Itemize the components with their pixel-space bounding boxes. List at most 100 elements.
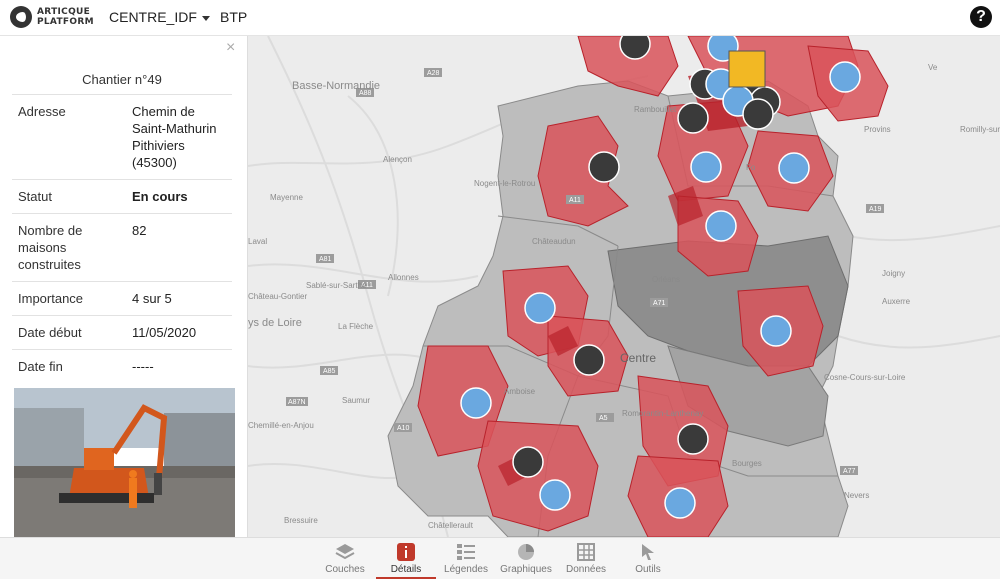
tab-label: Données — [565, 564, 607, 575]
svg-text:A19: A19 — [869, 206, 882, 213]
help-button[interactable]: ? — [970, 6, 992, 28]
site-marker-termine[interactable] — [619, 36, 651, 60]
svg-text:A88: A88 — [359, 90, 372, 97]
region-dropdown[interactable]: CENTRE_IDF — [109, 0, 210, 36]
detail-label: Statut — [12, 179, 126, 214]
site-marker-termine[interactable] — [512, 446, 544, 478]
svg-text:A11: A11 — [361, 282, 373, 289]
svg-text:A71: A71 — [653, 300, 666, 307]
detail-row-date-fin: Date fin ----- — [12, 349, 232, 383]
logo-line1: ARTICQUE — [37, 7, 91, 17]
tab-couches[interactable]: Couches — [315, 542, 375, 575]
caret-down-icon — [201, 15, 210, 21]
detail-label: Date début — [12, 315, 126, 350]
svg-text:Laval: Laval — [248, 237, 267, 246]
svg-text:Amboise: Amboise — [504, 387, 536, 396]
svg-text:Fo: Fo — [746, 163, 756, 172]
svg-text:Ve: Ve — [928, 63, 938, 72]
site-marker-en-cours[interactable] — [524, 292, 556, 324]
svg-text:Alençon: Alençon — [383, 155, 412, 164]
svg-text:Châteaudun: Châteaudun — [532, 237, 576, 246]
site-marker-en-cours[interactable] — [760, 315, 792, 347]
tab-label: Graphiques — [500, 564, 552, 575]
info-icon — [376, 542, 436, 562]
svg-text:Romilly-sur-Seine: Romilly-sur-Seine — [960, 125, 1000, 134]
detail-value: 11/05/2020 — [126, 315, 232, 350]
svg-text:A11: A11 — [569, 197, 581, 204]
site-marker-termine[interactable] — [573, 344, 605, 376]
detail-label: Nombre de maisons construites — [12, 213, 126, 282]
svg-text:Saumur: Saumur — [342, 396, 370, 405]
pie-chart-icon — [496, 542, 556, 562]
detail-row-importance: Importance 4 sur 5 — [12, 281, 232, 316]
pointer-icon — [618, 542, 678, 562]
svg-text:ys de Loire: ys de Loire — [248, 317, 302, 329]
svg-text:Mayenne: Mayenne — [270, 193, 303, 202]
tab-graphiques[interactable]: Graphiques — [496, 542, 556, 575]
details-table: Adresse Chemin de Saint-Mathurin Pithivi… — [12, 94, 232, 383]
svg-text:Auxerre: Auxerre — [882, 297, 911, 306]
detail-value: 82 — [126, 213, 232, 282]
svg-text:Centre: Centre — [620, 351, 656, 365]
tab-label: Légendes — [444, 564, 488, 575]
tab-label: Détails — [390, 564, 422, 575]
svg-text:Allonnes: Allonnes — [388, 273, 419, 282]
region-dropdown-label: CENTRE_IDF — [109, 9, 197, 25]
tab-legendes[interactable]: Légendes — [436, 542, 496, 575]
svg-text:A85: A85 — [323, 368, 336, 375]
tab-label: Outils — [635, 564, 661, 575]
top-bar: ARTICQUE PLATFORM CENTRE_IDF BTP ? — [0, 0, 1000, 36]
site-marker-en-cours[interactable] — [705, 210, 737, 242]
site-marker-en-cours[interactable] — [778, 152, 810, 184]
detail-value: 4 sur 5 — [126, 281, 232, 316]
selected-site-marker[interactable] — [728, 50, 766, 88]
detail-row-maisons: Nombre de maisons construites 82 — [12, 213, 232, 282]
detail-row-date-debut: Date début 11/05/2020 — [12, 315, 232, 350]
detail-value: Chemin de Saint-Mathurin Pithiviers (453… — [126, 94, 232, 180]
place-labels: Basse-Normandie Centre Alençon Mayenne L… — [248, 63, 1000, 530]
site-marker-termine[interactable] — [677, 102, 709, 134]
svg-text:A77: A77 — [843, 468, 856, 475]
svg-text:A5: A5 — [599, 415, 608, 422]
site-marker-termine[interactable] — [742, 98, 774, 130]
svg-text:Rambouillet: Rambouillet — [634, 105, 677, 114]
svg-text:Bressuire: Bressuire — [284, 516, 318, 525]
theme-link[interactable]: BTP — [220, 9, 248, 25]
detail-label: Date fin — [12, 349, 126, 383]
svg-text:Cosne-Cours-sur-Loire: Cosne-Cours-sur-Loire — [824, 373, 906, 382]
svg-text:Nogent-le-Rotrou: Nogent-le-Rotrou — [474, 179, 535, 188]
site-marker-en-cours[interactable] — [539, 479, 571, 511]
details-panel: × Chantier n°49 Adresse Chemin de Saint-… — [0, 36, 248, 537]
construction-site-photo — [14, 388, 235, 537]
svg-text:Chemillé-en-Anjou: Chemillé-en-Anjou — [248, 421, 314, 430]
svg-text:Basse-Normandie: Basse-Normandie — [292, 80, 380, 92]
svg-text:Nevers: Nevers — [844, 491, 869, 500]
detail-row-statut: Statut En cours — [12, 179, 232, 214]
map-canvas[interactable]: A28 A88 A81 A11 A85 A87N A10 A71 A5 A19 … — [248, 36, 1000, 537]
site-marker-en-cours[interactable] — [460, 387, 492, 419]
site-marker-en-cours[interactable] — [829, 61, 861, 93]
svg-text:A10: A10 — [397, 425, 410, 432]
svg-text:Château-Gontier: Château-Gontier — [248, 292, 307, 301]
layers-icon — [315, 542, 375, 562]
svg-text:Bourges: Bourges — [732, 459, 762, 468]
detail-value: En cours — [126, 179, 232, 214]
site-markers — [460, 36, 861, 519]
svg-text:Provins: Provins — [864, 125, 891, 134]
tab-details[interactable]: Détails — [376, 542, 436, 579]
detail-label: Importance — [12, 281, 126, 316]
site-marker-en-cours[interactable] — [690, 151, 722, 183]
tab-donnees[interactable]: Données — [556, 542, 616, 575]
site-marker-termine[interactable] — [588, 151, 620, 183]
svg-text:A28: A28 — [427, 70, 440, 77]
table-icon — [556, 542, 616, 562]
svg-text:Châtellerault: Châtellerault — [428, 521, 474, 530]
tab-outils[interactable]: Outils — [618, 542, 678, 575]
site-marker-termine[interactable] — [677, 423, 709, 455]
svg-text:Orléans: Orléans — [652, 275, 680, 284]
close-panel-button[interactable]: × — [226, 39, 236, 56]
map-view[interactable]: A28 A88 A81 A11 A85 A87N A10 A71 A5 A19 … — [248, 36, 1000, 537]
bottom-toolbar: Couches Détails Légendes Graphiques Donn… — [0, 537, 1000, 579]
site-marker-en-cours[interactable] — [664, 487, 696, 519]
articque-logo[interactable]: ARTICQUE PLATFORM — [10, 6, 94, 28]
